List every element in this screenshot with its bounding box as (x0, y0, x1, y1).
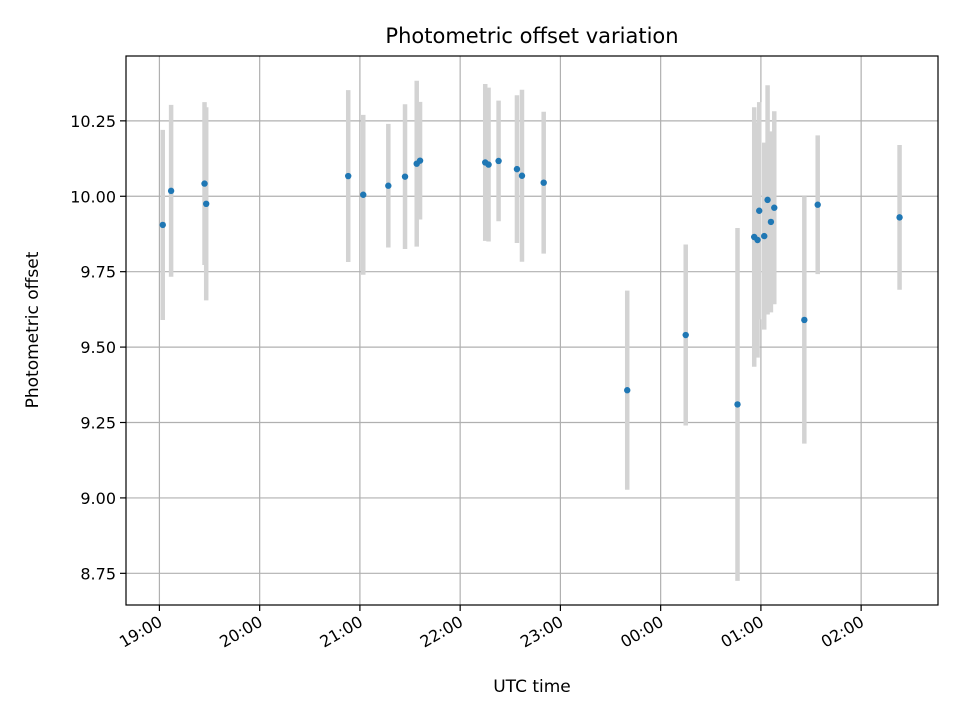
data-point (756, 207, 763, 214)
data-point (360, 191, 367, 198)
data-point (754, 236, 761, 244)
x-tick-label: 01:00 (717, 612, 766, 652)
chart-title: Photometric offset variation (385, 24, 678, 48)
x-axis-label: UTC time (493, 677, 571, 697)
y-axis-label: Photometric offset (23, 251, 43, 408)
y-tick-label: 9.00 (80, 489, 116, 508)
data-point (167, 187, 175, 195)
data-point (896, 214, 903, 221)
x-tick-label: 02:00 (818, 612, 867, 652)
y-tick-label: 9.50 (80, 338, 116, 357)
x-tick-label: 21:00 (316, 612, 365, 652)
data-point (485, 161, 492, 168)
x-tick-label: 23:00 (517, 612, 566, 652)
plot-frame (125, 55, 939, 606)
data-point (416, 157, 424, 164)
data-point (385, 182, 392, 189)
y-tick-label: 9.25 (80, 414, 116, 433)
data-point (159, 221, 166, 229)
y-tick-label: 10.25 (70, 112, 116, 131)
y-tick-label: 10.00 (70, 187, 116, 206)
data-point (814, 201, 821, 208)
data-point (761, 232, 768, 240)
data-point (513, 165, 521, 173)
data-point (767, 218, 775, 226)
data-point (201, 180, 208, 187)
data-points (159, 157, 903, 408)
data-point (495, 157, 502, 165)
data-point (540, 179, 547, 186)
data-point (624, 387, 631, 394)
data-point (682, 331, 689, 339)
data-point (801, 316, 808, 324)
data-point (771, 204, 778, 211)
y-tick-label: 8.75 (80, 564, 116, 583)
x-tick-label: 20:00 (216, 612, 265, 652)
data-point (401, 173, 409, 180)
data-point (518, 172, 526, 179)
x-tick-label: 19:00 (116, 612, 165, 652)
x-tick-label: 22:00 (417, 612, 466, 652)
data-point (202, 200, 210, 208)
data-point (345, 172, 352, 180)
data-point (734, 401, 741, 408)
x-tick-label: 00:00 (617, 612, 666, 652)
y-tick-label: 9.75 (80, 263, 116, 282)
data-point (764, 196, 771, 204)
